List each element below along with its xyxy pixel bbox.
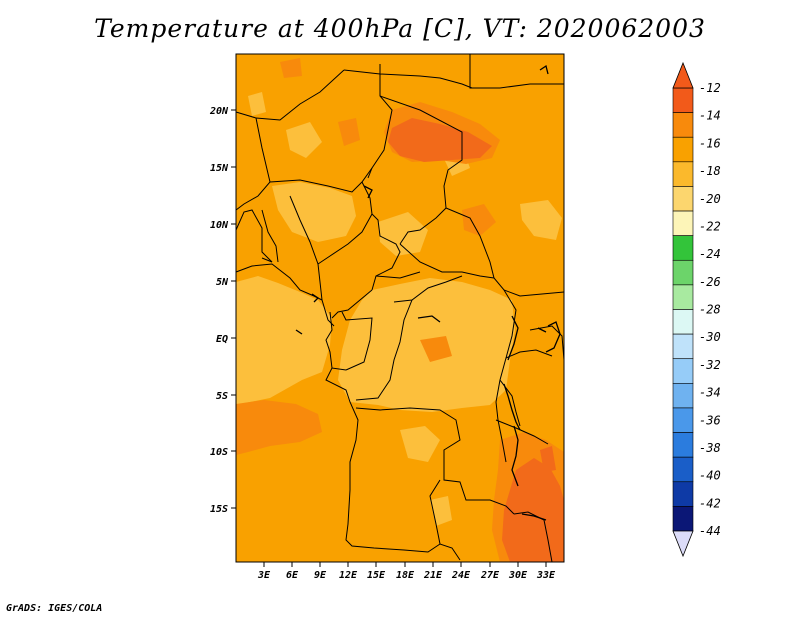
colorbar-label: -12: [699, 81, 721, 95]
lat-label: EQ: [216, 334, 228, 345]
colorbar-box: [672, 259, 694, 286]
colorbar-label: -24: [699, 247, 721, 261]
colorbar-label: -36: [699, 413, 721, 427]
lon-label: 18E: [396, 570, 415, 581]
light-shading: [236, 92, 562, 526]
lat-label: 15S: [210, 504, 228, 515]
colorbar-label: -18: [699, 164, 721, 178]
lat-label: 5S: [216, 391, 228, 402]
colorbar-box: [672, 186, 694, 212]
colorbar-box: [672, 284, 694, 310]
colorbar-label: -34: [699, 386, 721, 400]
colorbar-label: -32: [699, 358, 721, 372]
lat-label: 15N: [210, 163, 229, 174]
lat-label: 5N: [216, 277, 229, 288]
colorbar-label: -22: [699, 219, 721, 233]
lon-label: 3E: [257, 570, 271, 581]
lon-label: 30E: [508, 570, 528, 581]
lon-label: 21E: [423, 570, 443, 581]
colorbar-label: -28: [699, 303, 721, 317]
colorbar-box: [672, 506, 694, 532]
colorbar-labels: -12 -14 -16 -18 -20 -22 -24 -26 -28 -30 -32 -34 -36 -…: [699, 81, 721, 538]
colorbar-box: [672, 87, 694, 113]
colorbar-box: [672, 235, 694, 261]
lat-label: 20N: [209, 106, 229, 117]
colorbar-box: [672, 333, 694, 360]
lon-label: 9E: [314, 570, 327, 581]
colorbar-label: -38: [699, 441, 721, 455]
borders: [235, 54, 565, 563]
colorbar: -12 -14 -16 -18 -20 -22 -24 -26 -28 -30 -32 -34 -36 -…: [672, 61, 721, 558]
colorbar-box: [672, 358, 694, 384]
colorbar-label: -40: [699, 469, 721, 483]
colorbar-box: [672, 309, 694, 335]
lon-label: 33E: [536, 570, 556, 581]
colorbar-box: [672, 136, 694, 163]
colorbar-box: [672, 456, 694, 483]
colorbar-box: [672, 161, 694, 187]
colorbar-label: -26: [699, 275, 721, 289]
colorbar-label: -16: [699, 136, 721, 150]
lat-label: 10S: [210, 447, 228, 458]
colorbar-label: -14: [699, 109, 721, 123]
colorbar-box: [672, 407, 694, 433]
colorbar-label: -44: [699, 524, 721, 538]
lon-label: 27E: [480, 570, 500, 581]
lat-axis: 20N 15N 10N 5N EQ 5S 10S 15S: [209, 106, 236, 515]
colorbar-top-triangle: [672, 61, 694, 89]
colorbar-box: [672, 112, 694, 138]
colorbar-label: -42: [699, 496, 721, 510]
colorbar-box: [672, 432, 694, 458]
colorbar-boxes: [672, 87, 694, 532]
map-panel: [235, 53, 565, 563]
colorbar-box: [672, 210, 694, 236]
lon-label: 24E: [451, 570, 471, 581]
map-frame: [235, 53, 565, 563]
lon-label: 15E: [367, 570, 386, 581]
colorbar-bottom-triangle: [672, 530, 694, 558]
chart-title: Temperature at 400hPa [C], VT: 202006200…: [94, 14, 706, 43]
colorbar-label: -30: [699, 330, 721, 344]
colorbar-box: [672, 383, 694, 409]
lat-label: 10N: [210, 220, 229, 231]
credit-text: GrADS: IGES/COLA: [6, 603, 103, 614]
lon-label: 12E: [339, 570, 358, 581]
lakes: [295, 64, 561, 521]
lon-axis: 3E 6E 9E 12E 15E 18E 21E 24E 27E 30E 33E: [257, 562, 556, 581]
colorbar-box: [672, 481, 694, 507]
colorbar-label: -20: [699, 192, 721, 206]
lon-label: 6E: [286, 570, 299, 581]
